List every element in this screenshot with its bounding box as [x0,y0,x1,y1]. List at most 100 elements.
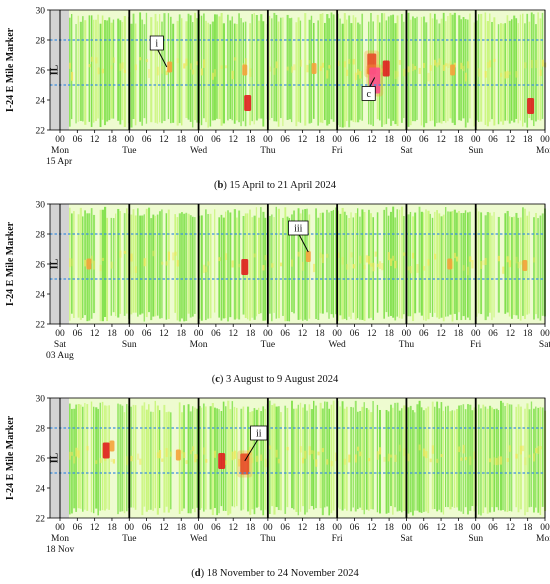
heat-cell [515,256,518,264]
heat-cell [262,265,265,271]
heat-cell [203,59,206,68]
heat-cell [304,404,306,515]
heat-cell [530,12,533,121]
heat-cell [302,261,305,271]
heat-cell [365,69,368,74]
heat-cell [387,215,390,317]
heat-cell [493,457,496,465]
annotation-label: i [155,39,158,50]
heat-cell [181,412,184,512]
heat-cell [218,257,221,262]
heat-cell [409,211,412,317]
heat-cell [123,213,126,316]
annotation-box [149,35,164,51]
heat-cell [264,217,267,321]
heat-cell [473,451,476,460]
heat-cell [277,406,280,511]
heat-cell [117,403,119,515]
heat-cell [328,408,331,516]
heat-cell [282,217,284,316]
heat-cell [502,23,505,125]
x-tick-label: 00 [263,329,273,339]
heat-cell [541,407,544,507]
heat-cell [467,61,470,69]
heat-cell [440,453,443,458]
heat-cell [130,253,133,262]
heat-cell [343,211,346,319]
heat-cell [409,19,412,126]
heat-cell [438,23,441,123]
heat-cell [500,215,502,313]
heat-cell [209,24,212,127]
heat-cell [539,215,542,321]
heat-cell [86,404,89,511]
heat-cell [159,211,161,319]
x-tick-label: 12 [298,135,308,145]
heat-cell [280,262,283,267]
heat-cell [71,13,73,120]
heat-cell [194,12,196,121]
day-label: Sun [122,340,137,350]
x-tick-label: 00 [194,329,204,339]
x-tick-label: 06 [73,523,83,533]
heat-cell [90,15,93,128]
x-tick-label: 00 [332,523,342,533]
heat-cell [462,444,465,454]
heat-cell [416,213,419,314]
heat-cell [396,209,398,317]
heat-cell [200,215,203,321]
heat-cell [156,66,159,76]
heat-cell [238,458,241,467]
heat-cell [185,21,188,118]
heat-cell [330,404,333,514]
heat-cell [425,22,428,124]
heat-cell [249,23,251,126]
heat-cell [295,210,298,314]
heat-cell [214,209,216,313]
heat-cell [341,401,344,511]
y-tick-label: 28 [36,37,46,47]
heat-cell [365,210,368,320]
y-tick-label: 22 [36,321,46,331]
heat-cell [148,404,150,510]
heat-cell [394,454,397,462]
heat-cell [185,212,188,321]
heat-cell [236,407,238,507]
heat-cell [326,253,329,258]
heat-cell [159,410,161,509]
heat-cell [456,408,459,508]
congestion-hotspot [86,258,92,270]
heat-cell [530,59,533,69]
heat-cell [286,216,289,322]
heat-cell [390,15,393,126]
heat-cell [434,253,437,260]
heat-cell [284,405,287,514]
heat-cell [376,212,379,313]
heat-cell [134,23,137,126]
heat-cell [110,407,113,509]
heat-cell [361,209,364,320]
heat-cell [194,454,197,463]
heat-cell [271,214,273,322]
x-tick-label: 06 [73,135,83,145]
heat-cell [416,264,419,273]
x-tick-label: 00 [125,135,135,145]
heat-cell [161,65,164,74]
heat-cell [112,218,115,313]
congestion-hotspot [218,453,226,469]
heat-cell [79,21,82,121]
heat-cell [508,20,511,124]
heat-cell [515,18,518,119]
heat-cell [75,447,78,457]
heat-cell [75,404,77,512]
x-tick-label: 00 [540,329,550,339]
heat-cell [522,445,525,452]
heat-cell [119,20,122,125]
day-label: Fri [332,534,343,544]
x-tick-label: 00 [125,523,135,533]
heat-cell [385,409,388,514]
heat-cell [165,213,168,320]
heat-cell [348,58,351,64]
heat-cell [326,459,329,465]
heat-cell [222,23,225,124]
